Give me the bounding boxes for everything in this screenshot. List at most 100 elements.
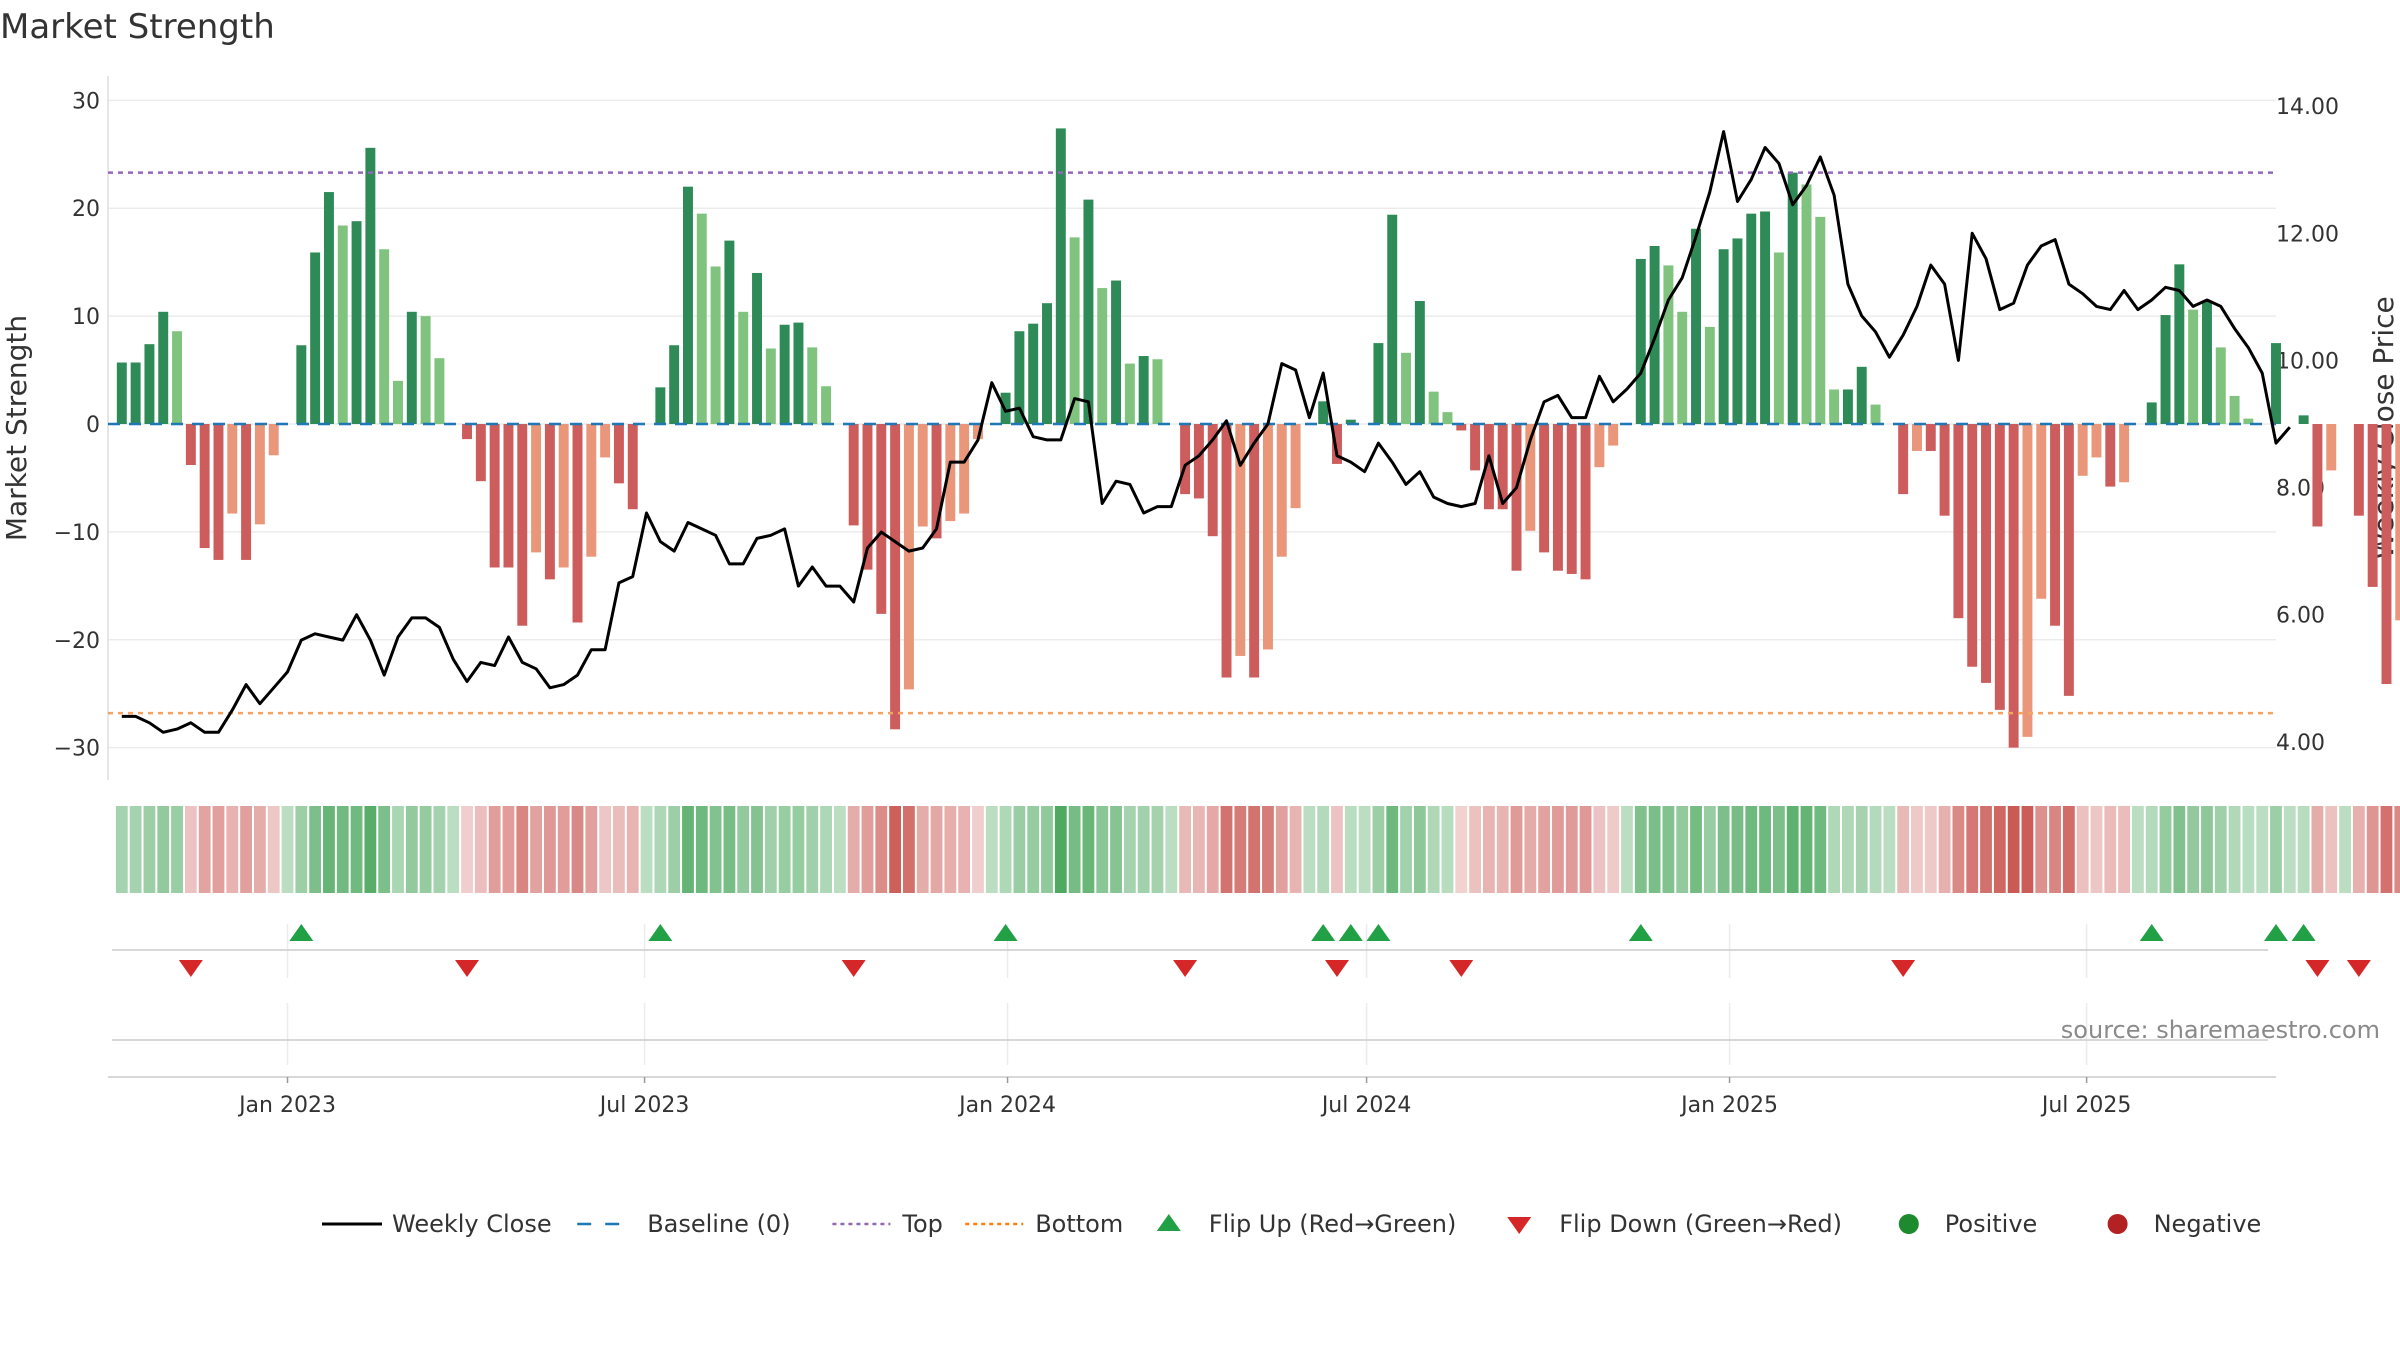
heat-cell — [861, 806, 874, 893]
negative-strength-bar — [475, 424, 486, 482]
heat-cell — [115, 806, 128, 893]
negative-strength-bar — [227, 424, 238, 514]
positive-strength-bar — [724, 240, 735, 424]
heat-cell — [2311, 806, 2324, 893]
y-tick-label: 0 — [86, 413, 100, 438]
legend-item-weekly-close[interactable]: Weekly Close — [322, 1210, 552, 1238]
legend-label: Negative — [2154, 1210, 2262, 1238]
negative-strength-bar — [931, 424, 942, 539]
heat-cell — [1193, 806, 1205, 893]
heat-cell — [405, 806, 418, 893]
heat-cell — [1496, 806, 1509, 893]
heat-cell — [792, 806, 805, 893]
y2-tick-label: 14.00 — [2276, 95, 2339, 120]
heat-cell — [1607, 806, 1620, 893]
heat-cell — [323, 806, 335, 893]
heat-cell — [613, 806, 625, 893]
heat-cell — [157, 806, 170, 893]
heat-cell — [281, 806, 294, 893]
heat-cell — [1110, 806, 1122, 893]
positive-strength-bar — [310, 252, 321, 424]
heat-cell — [1648, 806, 1661, 893]
negative-strength-bar — [2105, 424, 2116, 487]
negative-strength-bar — [848, 424, 859, 526]
heat-cell — [1510, 806, 1523, 893]
legend-item-flip-down-green-red[interactable]: Flip Down (Green→Red) — [1507, 1210, 1842, 1238]
positive-strength-bar — [793, 322, 804, 424]
flip-down-icon — [1507, 1217, 1532, 1234]
legend-item-positive[interactable]: Positive — [1898, 1210, 2038, 1238]
negative-strength-bar — [1552, 424, 1563, 571]
negative-strength-bar — [1207, 424, 1218, 537]
negative-strength-bar — [241, 424, 252, 560]
positive-strength-bar — [683, 186, 693, 424]
heat-cell — [2256, 806, 2269, 893]
negative-strength-bar — [1235, 424, 1246, 656]
heat-cell — [875, 806, 888, 893]
heat-cell — [1441, 806, 1454, 893]
negative-strength-bar — [2381, 424, 2392, 684]
heat-cell — [253, 806, 266, 893]
heat-cell — [999, 806, 1012, 893]
negative-strength-bar — [268, 424, 279, 456]
heat-cell — [847, 806, 860, 893]
negative-strength-bar — [558, 424, 569, 568]
heat-cell — [916, 806, 929, 893]
positive-strength-bar — [1663, 265, 1674, 424]
positive-strength-bar — [821, 386, 832, 424]
heat-cell — [2145, 806, 2158, 893]
positive-strength-bar — [1773, 252, 1784, 424]
heat-cell — [2201, 806, 2213, 893]
legend-item-negative[interactable]: Negative — [2107, 1210, 2262, 1238]
heat-cell — [668, 806, 681, 893]
legend-item-bottom[interactable]: Bottom — [965, 1210, 1123, 1238]
heat-cell — [599, 806, 612, 893]
legend-item-flip-up-red-green[interactable]: Flip Up (Red→Green) — [1156, 1210, 1457, 1238]
heat-cell — [2007, 806, 2020, 893]
weekly-close-line — [121, 130, 2291, 734]
heat-cell — [1137, 806, 1150, 893]
source-credit: source: sharemaestro.com — [2061, 1016, 2380, 1044]
heat-cell — [1897, 806, 1910, 893]
heat-cell — [1151, 806, 1164, 893]
negative-strength-bar — [1981, 424, 1991, 683]
heat-cell — [1634, 806, 1647, 893]
positive-strength-bar — [1097, 288, 1108, 424]
heat-cell — [2339, 806, 2351, 893]
heat-cell — [2062, 806, 2075, 893]
positive-strength-bar — [765, 348, 776, 424]
positive-strength-bar — [2229, 395, 2240, 424]
legend: Weekly Close Baseline (0) Top Bottom Flip Up… — [322, 1210, 2261, 1238]
negative-strength-bar — [627, 424, 638, 510]
legend-item-baseline-0[interactable]: Baseline (0) — [577, 1210, 791, 1238]
flip-up-marker — [1628, 924, 1653, 941]
heat-cell — [1579, 806, 1592, 893]
heat-cell — [1552, 806, 1564, 893]
y-tick-label: −20 — [54, 629, 100, 654]
heat-cell — [1759, 806, 1771, 893]
heat-cell — [1317, 806, 1330, 893]
negative-strength-bar — [1221, 424, 1232, 678]
heat-cell — [1082, 806, 1095, 893]
heat-cell — [364, 806, 377, 893]
heat-cell — [2325, 806, 2338, 893]
heat-cell — [1165, 806, 1178, 893]
flip-markers — [178, 924, 2371, 977]
x-tick-label: Jul 2025 — [2040, 1093, 2132, 1118]
heat-cell — [1869, 806, 1882, 893]
flip-down-marker — [2346, 960, 2371, 977]
negative-strength-bar — [2326, 424, 2337, 471]
heat-cell — [889, 806, 902, 893]
negative-strength-bar — [572, 424, 583, 623]
heat-cell — [516, 806, 529, 893]
flip-up-marker — [2264, 924, 2288, 941]
positive-strength-bar — [738, 311, 749, 424]
heat-cell — [198, 806, 211, 893]
heat-cell — [833, 806, 846, 893]
legend-item-top[interactable]: Top — [832, 1210, 943, 1238]
heat-cell — [1289, 806, 1302, 893]
heat-cell — [820, 806, 832, 893]
heat-cell — [2283, 806, 2296, 893]
positive-strength-bar — [752, 272, 762, 424]
